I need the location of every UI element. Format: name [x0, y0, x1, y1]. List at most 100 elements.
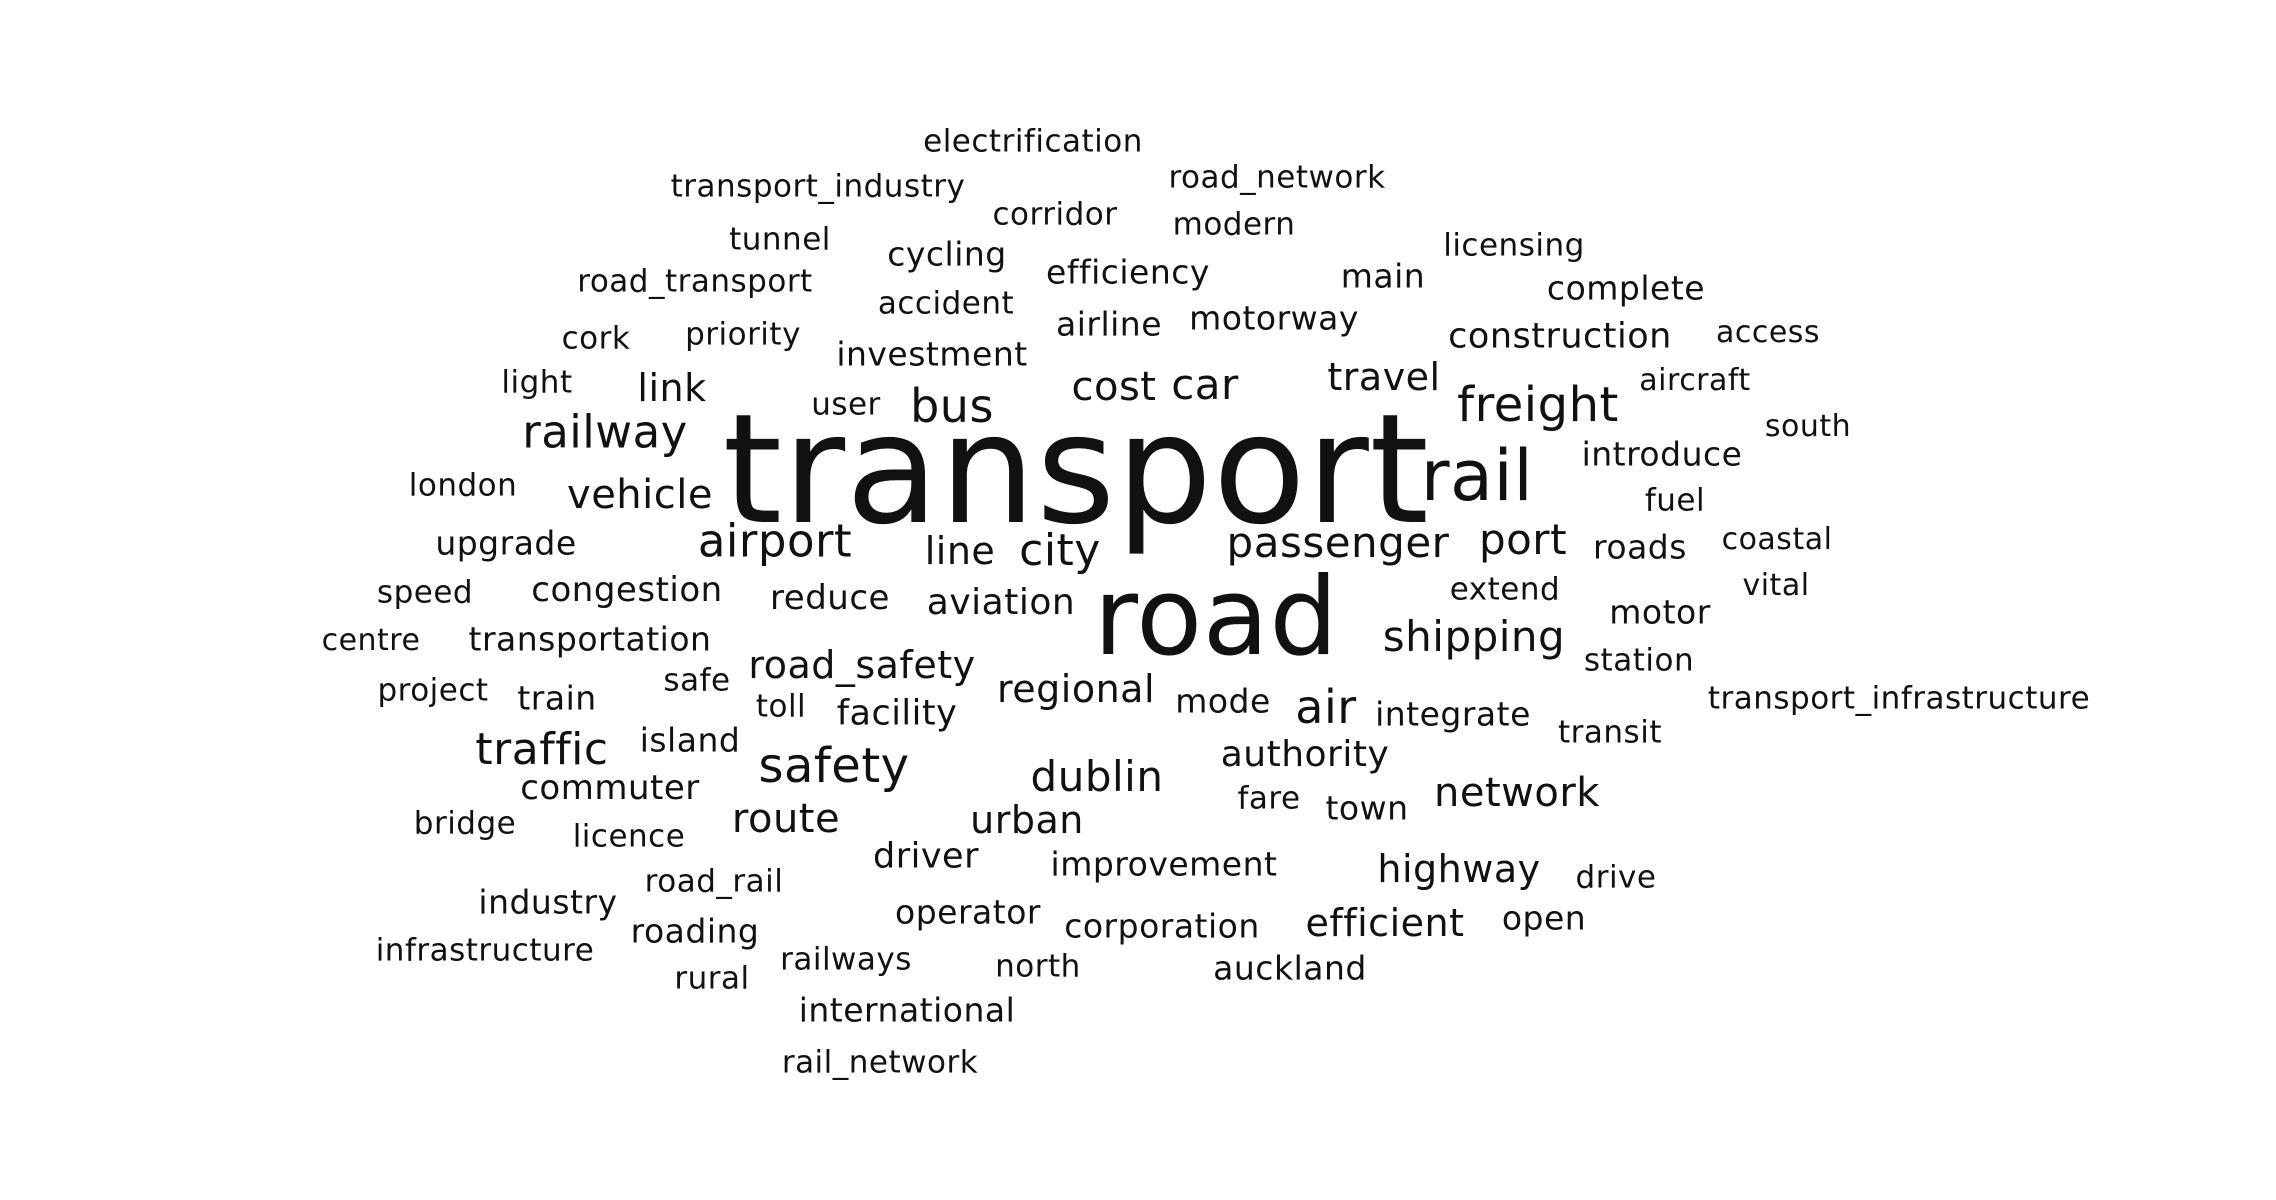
word: passenger — [1226, 518, 1450, 567]
word: airport — [697, 514, 853, 568]
word: road — [1093, 555, 1339, 680]
word: congestion — [531, 570, 723, 610]
word: aircraft — [1639, 363, 1751, 398]
word: operator — [895, 892, 1041, 932]
word: cost — [1071, 364, 1157, 410]
word: train — [517, 678, 597, 718]
word: rail — [1420, 435, 1534, 517]
word: main — [1340, 256, 1426, 296]
word: upgrade — [435, 523, 577, 563]
word: reduce — [770, 578, 890, 618]
word: corridor — [992, 196, 1118, 233]
word: railways — [780, 941, 912, 978]
word: route — [731, 796, 841, 842]
word: highway — [1377, 847, 1541, 891]
word: car — [1171, 360, 1239, 409]
word: fuel — [1644, 482, 1706, 519]
word: motorway — [1189, 298, 1359, 338]
word: transit — [1558, 714, 1662, 751]
word: station — [1583, 642, 1695, 679]
word: accident — [877, 285, 1015, 322]
word: rural — [674, 960, 750, 997]
word: light — [501, 364, 573, 401]
word: shipping — [1382, 612, 1566, 661]
word: construction — [1448, 316, 1672, 357]
word: cork — [561, 320, 631, 357]
word: transport_industry — [670, 168, 966, 205]
word: vital — [1742, 568, 1810, 603]
word: town — [1325, 788, 1409, 828]
word: open — [1501, 898, 1587, 938]
word: investment — [836, 334, 1028, 374]
word: bridge — [413, 805, 517, 842]
word: air — [1295, 680, 1357, 734]
word: toll — [755, 688, 807, 725]
word: efficient — [1305, 901, 1465, 945]
word: facility — [836, 693, 958, 734]
word: licence — [572, 818, 686, 855]
word: safety — [758, 738, 910, 794]
word: road_safety — [748, 643, 976, 687]
word: user — [811, 386, 881, 423]
word: travel — [1327, 355, 1441, 399]
word: motor — [1609, 592, 1711, 632]
word: bus — [910, 379, 994, 433]
word: transport — [722, 381, 1430, 558]
word: driver — [873, 836, 979, 877]
word: road_transport — [577, 263, 813, 300]
word: centre — [321, 623, 421, 658]
word: licensing — [1443, 227, 1585, 264]
word: improvement — [1050, 844, 1278, 884]
word: corporation — [1064, 906, 1260, 946]
word: extend — [1449, 571, 1561, 608]
word: modern — [1172, 206, 1296, 243]
word: roads — [1593, 527, 1687, 567]
word: dublin — [1030, 752, 1164, 801]
word: link — [637, 366, 707, 410]
word: transport_infrastructure — [1707, 680, 2091, 717]
word: auckland — [1213, 948, 1367, 988]
word: roading — [630, 911, 760, 951]
word: city — [1019, 525, 1101, 576]
word: speed — [376, 574, 474, 611]
word: drive — [1575, 859, 1657, 896]
word: access — [1715, 315, 1821, 350]
word: international — [798, 990, 1016, 1030]
word: vehicle — [567, 472, 713, 518]
word: line — [924, 529, 996, 573]
word: complete — [1546, 268, 1706, 308]
word: railway — [522, 405, 688, 459]
word: authority — [1220, 734, 1390, 775]
word: north — [995, 948, 1081, 985]
word: commuter — [520, 768, 700, 808]
word: integrate — [1375, 694, 1531, 734]
word: south — [1764, 409, 1852, 444]
word: transportation — [468, 619, 712, 659]
word: rail_network — [781, 1044, 979, 1081]
word: network — [1434, 770, 1600, 816]
word: road_rail — [644, 863, 784, 900]
word: island — [639, 720, 741, 760]
word: cycling — [887, 234, 1007, 274]
word: london — [408, 467, 518, 504]
word: fare — [1237, 780, 1301, 817]
word: coastal — [1721, 522, 1833, 557]
word: introduce — [1581, 434, 1743, 474]
word: mode — [1175, 681, 1271, 721]
word: aviation — [926, 582, 1076, 623]
word: airline — [1055, 304, 1163, 344]
word: industry — [478, 882, 618, 922]
word: regional — [996, 667, 1156, 711]
word: port — [1478, 515, 1568, 564]
word: traffic — [475, 724, 609, 775]
word: tunnel — [729, 221, 831, 258]
word: urban — [970, 798, 1084, 842]
word: freight — [1457, 377, 1619, 433]
word: safe — [663, 662, 731, 699]
word: road_network — [1168, 159, 1386, 196]
word: infrastructure — [375, 932, 595, 969]
word: efficiency — [1046, 252, 1210, 292]
word: priority — [685, 316, 801, 353]
word: project — [377, 672, 489, 709]
